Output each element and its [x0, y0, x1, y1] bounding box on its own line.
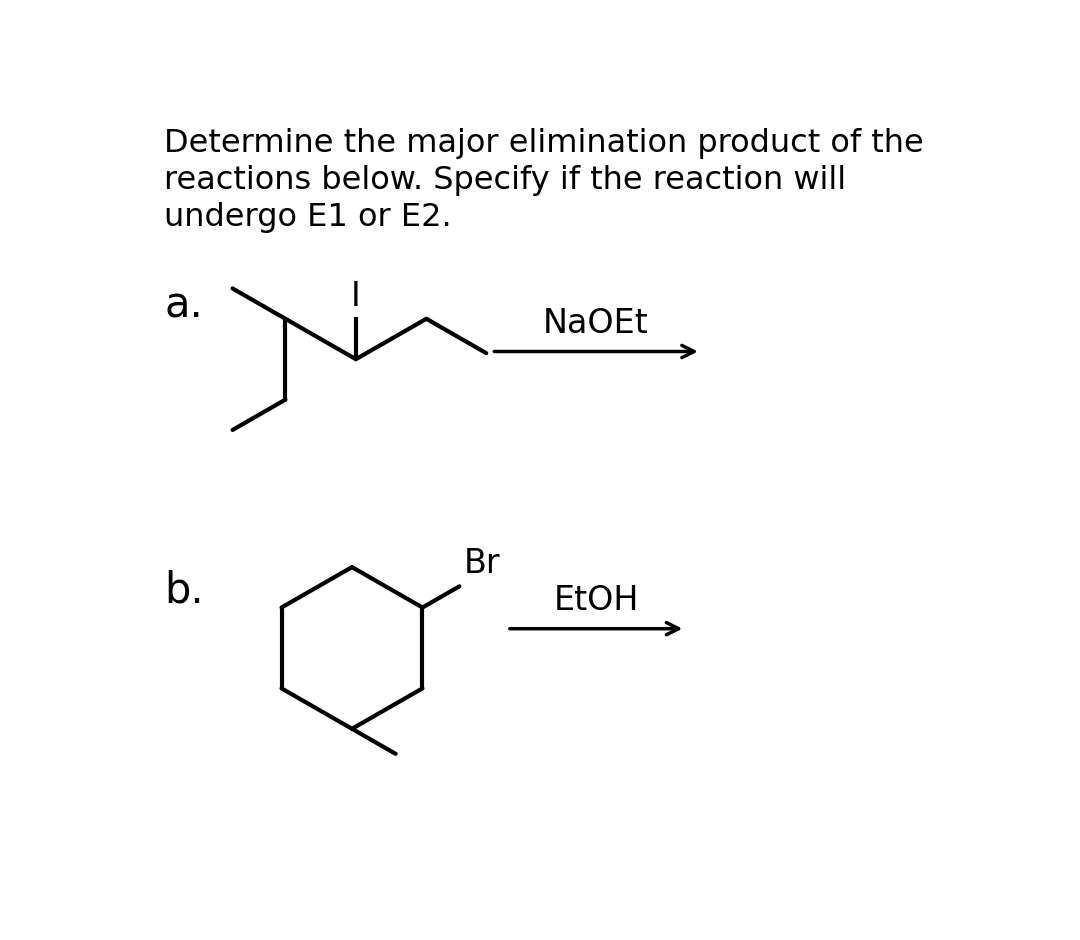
Text: reactions below. Specify if the reaction will: reactions below. Specify if the reaction…: [164, 165, 847, 196]
Text: NaOEt: NaOEt: [543, 307, 649, 340]
Text: EtOH: EtOH: [553, 584, 638, 618]
Text: Br: Br: [463, 547, 500, 580]
Text: a.: a.: [164, 284, 203, 326]
Text: I: I: [351, 280, 361, 313]
Text: undergo E1 or E2.: undergo E1 or E2.: [164, 202, 453, 233]
Text: b.: b.: [164, 570, 204, 611]
Text: Determine the major elimination product of the: Determine the major elimination product …: [164, 128, 924, 159]
